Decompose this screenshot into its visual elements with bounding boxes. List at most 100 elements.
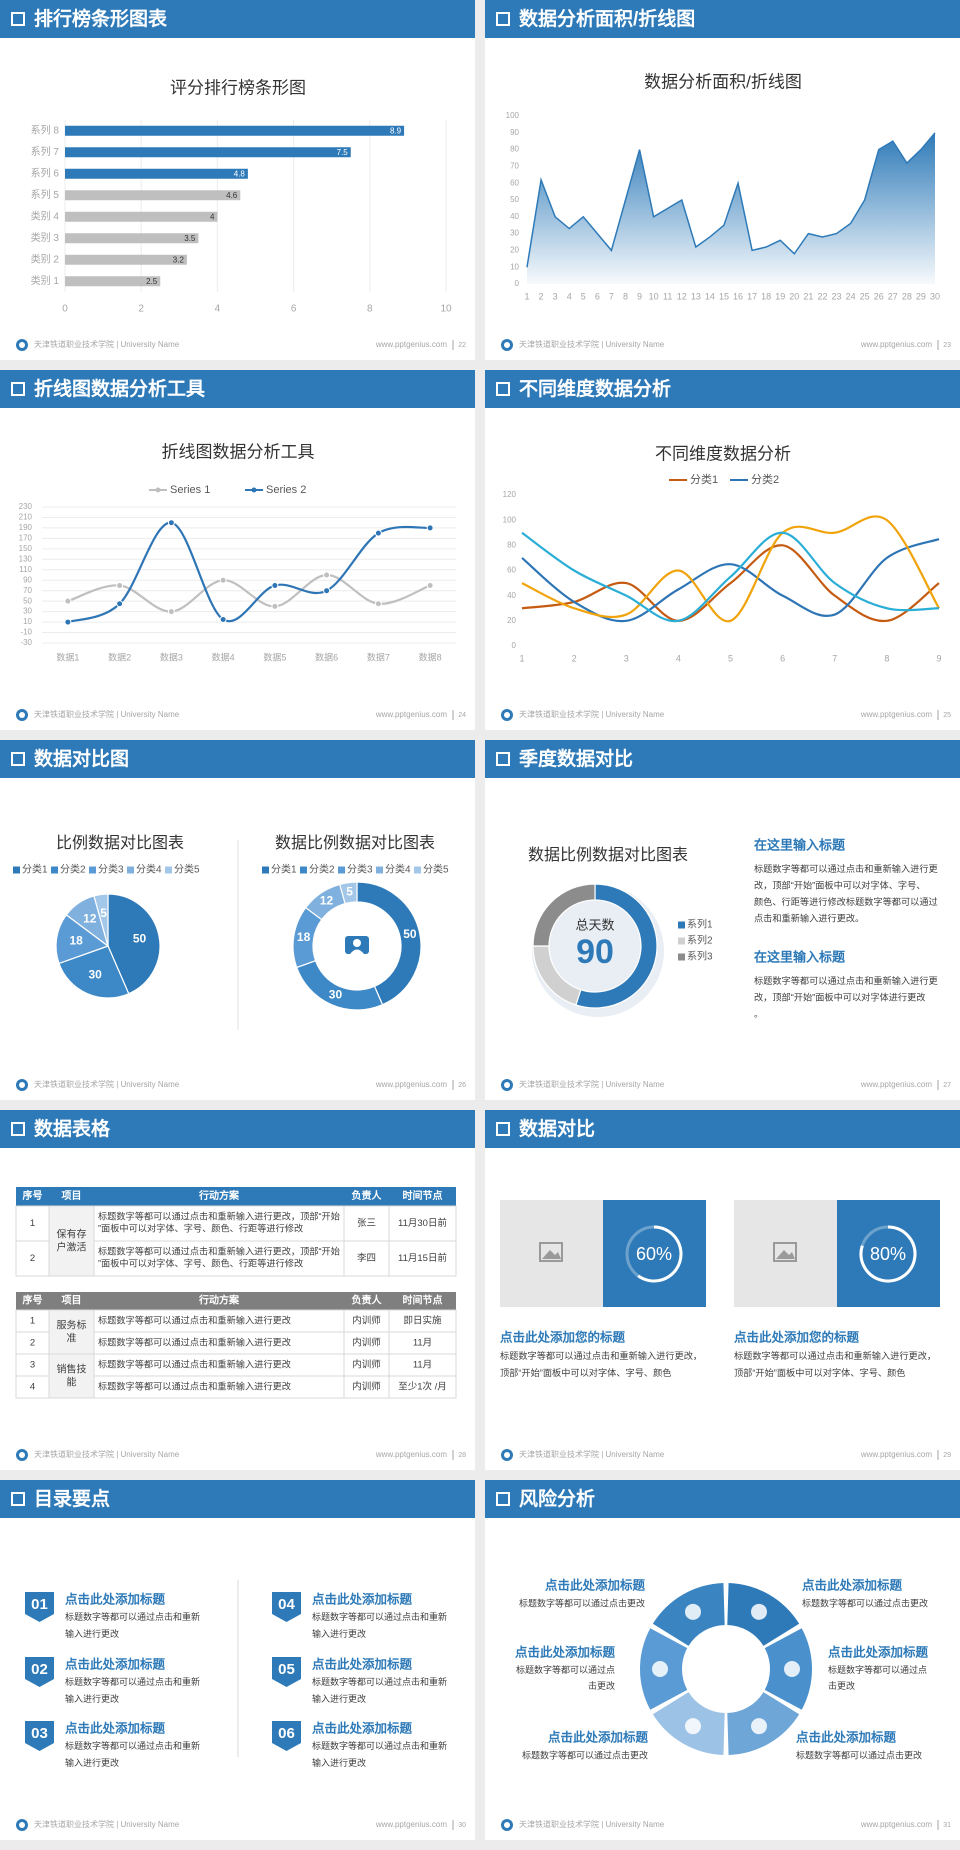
y-tick-label: 120 — [503, 490, 517, 499]
text-line: 输入进行更改 — [65, 1628, 119, 1639]
legend-swatch — [127, 866, 134, 874]
header-bar — [0, 740, 475, 778]
y-tick-label: 50 — [510, 195, 519, 204]
x-tick-label: 17 — [747, 291, 757, 301]
cycle-icon — [685, 1718, 701, 1735]
badge-number: 05 — [278, 1661, 295, 1678]
table-text: 11月30日前 — [398, 1217, 447, 1229]
x-tick-label: 21 — [803, 291, 813, 301]
slide-title: 数据表格 — [34, 1117, 111, 1140]
column-header: 行动方案 — [198, 1189, 240, 1202]
number-badge — [25, 1657, 54, 1687]
item-text: 标题数字等都可以通过点击和重新输入进行更改 — [65, 1676, 200, 1704]
y-tick-label: 类别 1 — [31, 274, 60, 287]
x-tick-label: 数据5 — [263, 651, 286, 662]
item-title: 点击此处添加标题 — [828, 1644, 929, 1659]
y-tick-label: 80 — [510, 145, 519, 154]
x-tick-label: 数据6 — [315, 651, 338, 662]
y-tick-label: 90 — [23, 575, 32, 584]
x-tick-label: 8 — [367, 304, 373, 315]
note-text: 标题数字等都可以通过点击和重新输入进行更改，顶部“开始”面板中可以对字体、字号、… — [754, 863, 938, 924]
text-line: 输入进行更改 — [312, 1628, 366, 1639]
series-marker — [374, 600, 382, 608]
table-cell — [15, 1375, 50, 1399]
y-tick-label: 系列 8 — [31, 123, 60, 136]
number-badge — [272, 1592, 301, 1622]
page-number: 24 — [458, 712, 466, 719]
ring-arc — [637, 1225, 683, 1283]
page-number: 31 — [943, 1822, 951, 1829]
number-badge — [272, 1721, 301, 1751]
x-tick-label: 10 — [440, 304, 452, 315]
plan-cell: 标题数字等都可以通过点击和重新输入进行更改 — [98, 1336, 291, 1347]
header-icon — [496, 382, 510, 396]
item-title: 点击此处添加标题 — [312, 1656, 413, 1671]
slide-background — [0, 1110, 475, 1470]
number-badge — [25, 1721, 54, 1751]
x-tick-label: 数据8 — [419, 651, 442, 662]
text-line: 标题数字等都可以通过点击和重新输入进行更改， — [500, 1350, 702, 1361]
project-cell: 服务标准 — [57, 1318, 87, 1344]
text-line: 销售技 — [57, 1362, 87, 1375]
slide-title: 数据对比 — [519, 1117, 595, 1140]
value-label: 12 — [83, 912, 97, 926]
text-line: 标题数字等都可以通过点 — [828, 1664, 927, 1675]
legend-swatch — [262, 866, 269, 874]
footer-logo-inner — [19, 342, 25, 348]
y-tick-label: 130 — [19, 554, 33, 563]
x-tick-label: 1 — [519, 653, 524, 663]
x-tick-label: 7 — [832, 653, 837, 663]
project-cell: 保有存户激活 — [57, 1227, 87, 1253]
column-header: 时间节点 — [403, 1294, 443, 1307]
footer-logo-inner — [19, 1082, 25, 1088]
text-line: 输入进行更改 — [312, 1693, 366, 1704]
table-text: 11月 — [413, 1338, 432, 1349]
column-header: 时间节点 — [403, 1189, 443, 1202]
footer-site: www.pptgenius.com — [860, 340, 932, 349]
cycle-icon — [652, 1661, 668, 1677]
y-tick-label: 系列 7 — [31, 145, 60, 158]
table-cell — [15, 1205, 50, 1242]
text-line: 标题数字等都可以通过点击和重新输入进行更 — [754, 975, 938, 986]
x-tick-label: 27 — [888, 291, 898, 301]
footer-school: 天津铁道职业技术学院 | University Name — [34, 709, 180, 719]
x-tick-label: 18 — [761, 291, 771, 301]
x-tick-label: 25 — [860, 291, 870, 301]
x-tick-label: 8 — [623, 291, 628, 301]
x-tick-label: 9 — [936, 653, 941, 663]
table-text: 李四 — [357, 1252, 376, 1264]
x-tick-label: 2 — [138, 304, 144, 315]
x-tick-label: 4 — [215, 304, 221, 315]
item-text: 标题数字等都可以通过点击和重新输入进行更改 — [65, 1611, 200, 1639]
x-tick-label: 30 — [930, 291, 940, 301]
item-text: 标题数字等都可以通过点击和重新输入进行更改 — [65, 1740, 200, 1768]
header-bar — [0, 1480, 475, 1518]
number-badge — [25, 1592, 54, 1622]
item-title: 点击此处添加标题 — [515, 1644, 616, 1659]
text-line: 能 — [67, 1375, 77, 1388]
legend-swatch — [376, 866, 383, 874]
footer-school: 天津铁道职业技术学院 | University Name — [519, 1819, 665, 1829]
legend-label: 系列3 — [687, 950, 713, 963]
item-title: 点击此处添加标题 — [65, 1656, 166, 1671]
table-cell — [388, 1205, 457, 1242]
bar — [65, 233, 199, 244]
y-tick-label: 90 — [510, 128, 519, 137]
bar — [65, 276, 161, 287]
value-label: 7.5 — [337, 148, 349, 157]
card-text: 标题数字等都可以通过点击和重新输入进行更改， 顶部“开始”面板中可以对字体、字号、… — [500, 1350, 702, 1378]
legend-swatch — [13, 866, 20, 874]
table-header — [16, 1292, 456, 1310]
footer-school: 天津铁道职业技术学院 | University Name — [519, 1079, 665, 1089]
y-tick-label: 20 — [507, 616, 516, 625]
y-tick-label: -30 — [20, 638, 32, 647]
table-cell — [93, 1205, 345, 1242]
x-tick-label: 4 — [676, 653, 681, 663]
x-tick-label: 2 — [572, 653, 577, 663]
bar — [65, 190, 241, 201]
item-text: 标题数字等都可以通过点击更改 — [828, 1664, 927, 1691]
series-marker — [271, 602, 279, 610]
table-cell — [343, 1240, 390, 1277]
